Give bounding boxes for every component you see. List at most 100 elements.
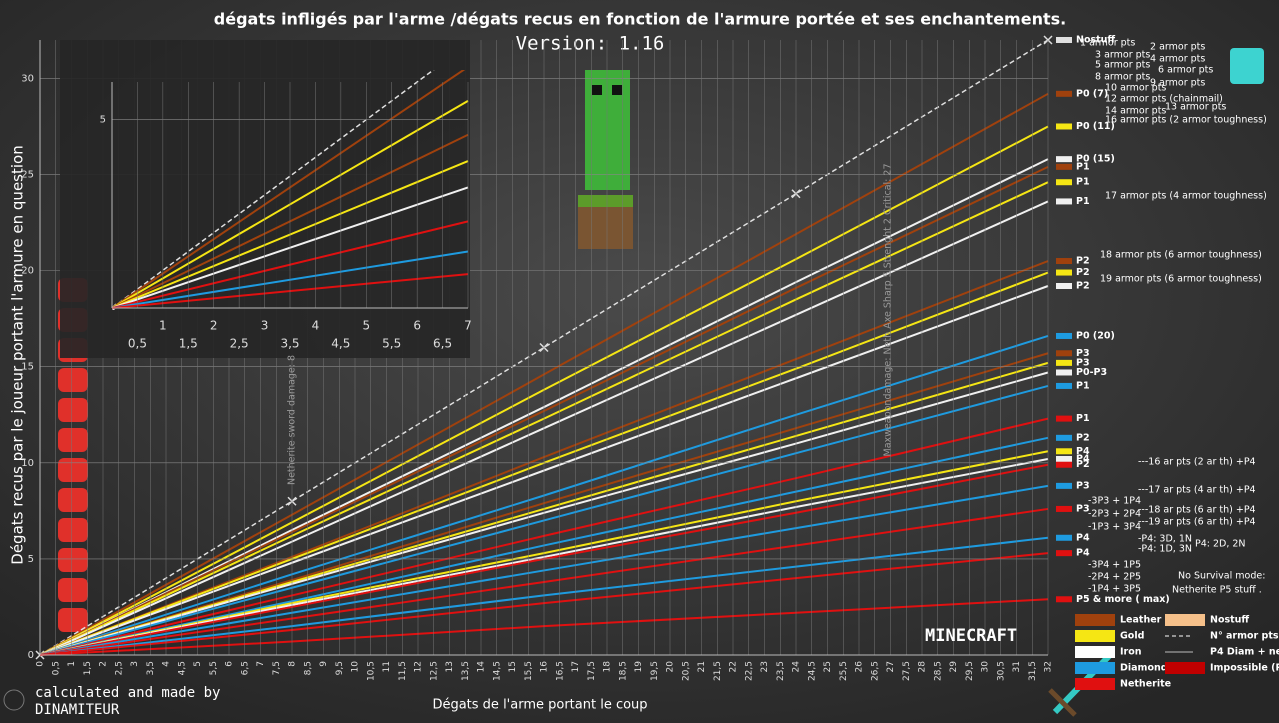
x-tick-label: 1 xyxy=(67,661,77,667)
series-label: P2 xyxy=(1076,432,1090,443)
x-tick-label: 3 xyxy=(130,661,140,667)
x-tick-label: 6 xyxy=(413,319,421,333)
series-label: P2 xyxy=(1076,267,1090,278)
x-tick-label: 30,5 xyxy=(996,661,1006,681)
annotation: No Survival mode: xyxy=(1178,571,1265,582)
series-label: P4 xyxy=(1076,446,1090,457)
series-label: P1 xyxy=(1076,380,1090,391)
legend-swatch xyxy=(1075,662,1115,674)
x-tick-label: 5,5 xyxy=(209,661,219,675)
x-tick-label: 18,5 xyxy=(618,661,628,681)
x-tick-label: 31 xyxy=(1012,661,1022,672)
x-tick-label: 22,5 xyxy=(744,661,754,681)
x-tick-label: 15,5 xyxy=(524,661,534,681)
x-tick-label: 4 xyxy=(162,661,172,667)
end-tag xyxy=(1056,198,1072,205)
x-tick-label: 7,5 xyxy=(272,661,282,675)
annotation: Maxweapondamage: Neth Axe Sharp 5 Streng… xyxy=(883,164,894,457)
x-tick-label: 20 xyxy=(666,661,676,673)
main-plot xyxy=(35,35,1053,660)
series-label: P3 xyxy=(1076,480,1090,491)
x-tick-label: 26 xyxy=(855,661,865,673)
x-tick-label: 0,5 xyxy=(128,337,147,351)
x-tick-label: 27 xyxy=(886,661,896,672)
legend-swatch xyxy=(1165,662,1205,674)
legend-label: Iron xyxy=(1120,647,1142,658)
end-tag xyxy=(1056,283,1072,289)
x-tick-label: 29 xyxy=(949,661,959,673)
chart-title: dégats infligés par l'arme /dégats recus… xyxy=(214,10,1066,29)
x-tick-label: 31,5 xyxy=(1028,661,1038,681)
x-tick-label: 7 xyxy=(256,661,266,667)
end-tag xyxy=(1056,448,1072,455)
end-tag xyxy=(1056,596,1072,603)
series-label: P4 xyxy=(1076,453,1090,464)
x-tick-label: 22 xyxy=(729,661,739,672)
heart xyxy=(58,548,88,572)
x-tick-label: 6 xyxy=(225,661,235,667)
end-tag xyxy=(1056,350,1072,357)
annotation: -P4: 1D, 3N xyxy=(1138,544,1192,555)
x-tick-label: 23,5 xyxy=(776,661,786,681)
end-tag xyxy=(1056,123,1072,130)
x-tick-label: 5 xyxy=(362,319,370,333)
x-tick-label: 29,5 xyxy=(965,661,975,681)
x-tick-label: 3 xyxy=(261,319,269,333)
x-tick-label: 4,5 xyxy=(331,337,350,351)
annotation: -2P4 + 2P5 xyxy=(1088,572,1141,583)
end-tag xyxy=(1056,550,1072,557)
end-tag xyxy=(1056,382,1072,389)
x-tick-label: 7 xyxy=(464,319,472,333)
series-label: P1 xyxy=(1076,196,1090,207)
legend-label: Nostuff xyxy=(1210,615,1249,626)
x-tick-label: 1 xyxy=(159,319,167,333)
x-tick-label: 14,5 xyxy=(492,661,502,681)
annotation: 6 armor pts xyxy=(1158,65,1213,76)
annotation: 10 armor pts xyxy=(1105,83,1166,94)
annotation: -3P3 + 1P4 xyxy=(1088,496,1141,507)
annotation: ---18 ar pts (6 ar th) +P4 xyxy=(1138,505,1256,516)
x-tick-label: 8,5 xyxy=(303,661,313,675)
legend-label: Netherite xyxy=(1120,679,1171,690)
y-tick-label: 25 xyxy=(21,170,34,181)
x-tick-label: 27,5 xyxy=(902,661,912,681)
series-line xyxy=(112,70,435,309)
y-tick-label: 20 xyxy=(21,266,34,277)
end-tag xyxy=(1056,534,1072,541)
series-label: P1 xyxy=(1076,413,1090,424)
series-label: P1 xyxy=(1076,177,1090,188)
end-tag xyxy=(1056,163,1072,170)
end-tag xyxy=(1056,455,1072,462)
x-tick-label: 6,5 xyxy=(433,337,452,351)
end-tag xyxy=(1056,461,1072,468)
heart xyxy=(58,578,88,602)
series-label: P0 (11) xyxy=(1076,121,1115,132)
series-label: P3 xyxy=(1076,357,1090,368)
x-tick-label: 15 xyxy=(508,661,518,672)
end-tag xyxy=(1056,37,1072,43)
series-label: P2 xyxy=(1076,256,1090,267)
annotation: 8 armor pts xyxy=(1095,72,1150,83)
chart-subtitle: Version: 1.16 xyxy=(516,33,665,55)
x-tick-label: 4,5 xyxy=(177,661,187,675)
back-button[interactable] xyxy=(3,689,25,711)
series-label: P0 (7) xyxy=(1076,88,1108,99)
x-tick-label: 21,5 xyxy=(713,661,723,681)
x-tick-label: 1,5 xyxy=(179,337,198,351)
heart xyxy=(58,488,88,512)
x-tick-label: 24,5 xyxy=(807,661,817,681)
x-tick-label: 25 xyxy=(823,661,833,672)
x-tick-label: 20,5 xyxy=(681,661,691,681)
legend-swatch xyxy=(1075,646,1115,658)
x-tick-label: 11,5 xyxy=(398,661,408,681)
x-tick-label: 2 xyxy=(99,661,109,667)
legend-label: Impossible (P5) xyxy=(1210,663,1279,674)
x-tick-label: 13,5 xyxy=(461,661,471,681)
x-tick-label: 25,5 xyxy=(839,661,849,681)
x-tick-label: 12,5 xyxy=(429,661,439,681)
end-tag xyxy=(1056,156,1072,163)
annotation: 17 armor pts (4 armor toughness) xyxy=(1105,191,1267,202)
series-label: P0 (15) xyxy=(1076,154,1115,165)
